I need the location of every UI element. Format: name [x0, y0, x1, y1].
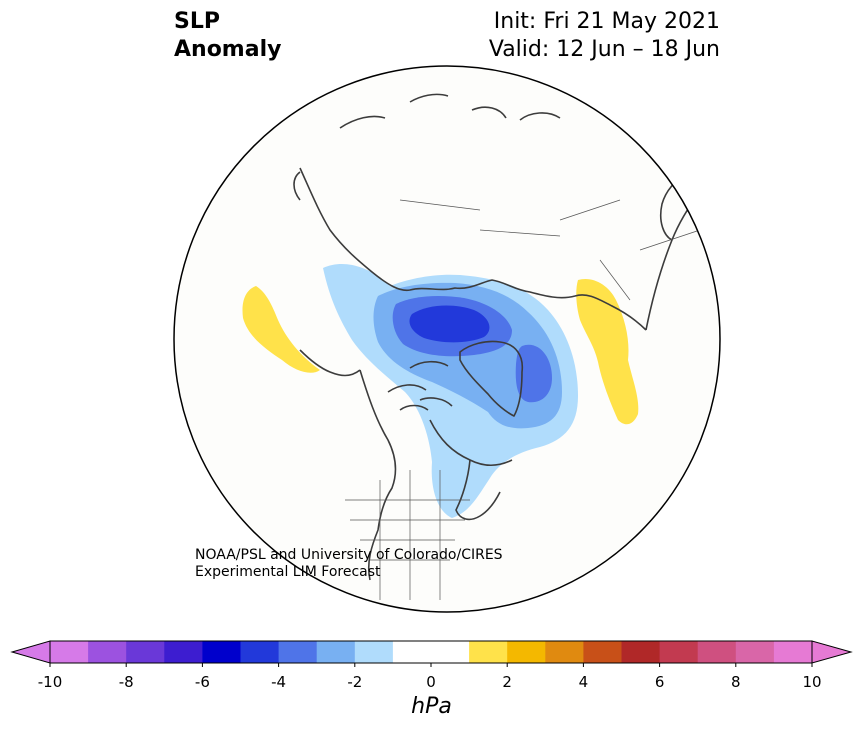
colorbar-cell: [621, 641, 661, 663]
map-subtitle: Init: Fri 21 May 2021 Valid: 12 Jun – 18…: [489, 8, 720, 64]
colorbar-tick-label: -6: [195, 673, 210, 691]
colorbar-unit-label: hPa: [411, 694, 452, 719]
colorbar-cell: [240, 641, 280, 663]
title-line-1: SLP: [174, 9, 220, 34]
border-lines: [345, 199, 701, 600]
colorbar-cells: [10, 640, 853, 664]
colorbar-cell: [735, 641, 775, 663]
colorbar-tick-label: 6: [655, 673, 665, 691]
coastline-greenland: [459, 340, 524, 417]
colorbar-cell: [88, 641, 127, 663]
colorbar-cell: [126, 641, 165, 663]
colorbar-cell: [164, 641, 203, 663]
coastline-arctic-islands: [293, 93, 561, 201]
init-date: Init: Fri 21 May 2021: [493, 9, 720, 34]
colorbar-cell: [545, 641, 584, 663]
credit-line-2: Experimental LIM Forecast: [195, 564, 381, 580]
colorbar-cell: [202, 641, 241, 663]
colorbar-cell: [583, 641, 622, 663]
colorbar-extend-max: [811, 640, 853, 664]
colorbar-cell: [507, 641, 546, 663]
colorbar: -10 -8 -6 -4 -2 0 2 4 6 8 10: [10, 640, 853, 691]
credit-line-1: NOAA/PSL and University of Colorado/CIRE…: [195, 547, 503, 563]
colorbar-cell: [697, 641, 737, 663]
colorbar-cell: [354, 641, 394, 663]
map-title: SLP Anomaly: [174, 8, 281, 64]
colorbar-cell: [316, 641, 356, 663]
map-boundary: [173, 65, 721, 613]
coastline-alaska: [299, 349, 361, 377]
anomaly-contour-pos-1: [242, 286, 320, 373]
colorbar-ticks: -10 -8 -6 -4 -2 0 2 4 6 8 10: [38, 663, 822, 691]
colorbar-cell: [278, 641, 318, 663]
colorbar-tick-label: -2: [347, 673, 362, 691]
colorbar-cell: [50, 641, 89, 663]
anomaly-contour-neg-4: [409, 305, 490, 343]
anomaly-contour-pos-2: [576, 278, 639, 425]
colorbar-tick-label: -8: [119, 673, 134, 691]
coastline-canadian-archipelago: [387, 360, 453, 411]
coastline-north-america: [359, 369, 513, 581]
colorbar-cell: [659, 641, 699, 663]
colorbar-tick-label: 2: [502, 673, 512, 691]
polar-map: [173, 65, 721, 613]
colorbar-tick-label: 0: [426, 673, 436, 691]
colorbar-tick-label: 10: [802, 673, 821, 691]
colorbar-tick-label: -10: [38, 673, 63, 691]
colorbar-cell: [773, 641, 813, 663]
colorbar-extend-min: [10, 640, 51, 664]
valid-range: Valid: 12 Jun – 18 Jun: [488, 37, 720, 62]
coastline-eurasia-north: [299, 167, 647, 331]
colorbar-cell: [469, 641, 508, 663]
title-line-2: Anomaly: [174, 37, 282, 62]
colorbar-tick-label: 8: [731, 673, 741, 691]
colorbar-tick-label: 4: [579, 673, 589, 691]
credit-text: NOAA/PSL and University of Colorado/CIRE…: [195, 547, 503, 581]
colorbar-cell: [392, 641, 432, 663]
anomaly-contour-neg-3b: [515, 344, 552, 403]
colorbar-tick-label: -4: [271, 673, 286, 691]
colorbar-cell: [431, 641, 470, 663]
